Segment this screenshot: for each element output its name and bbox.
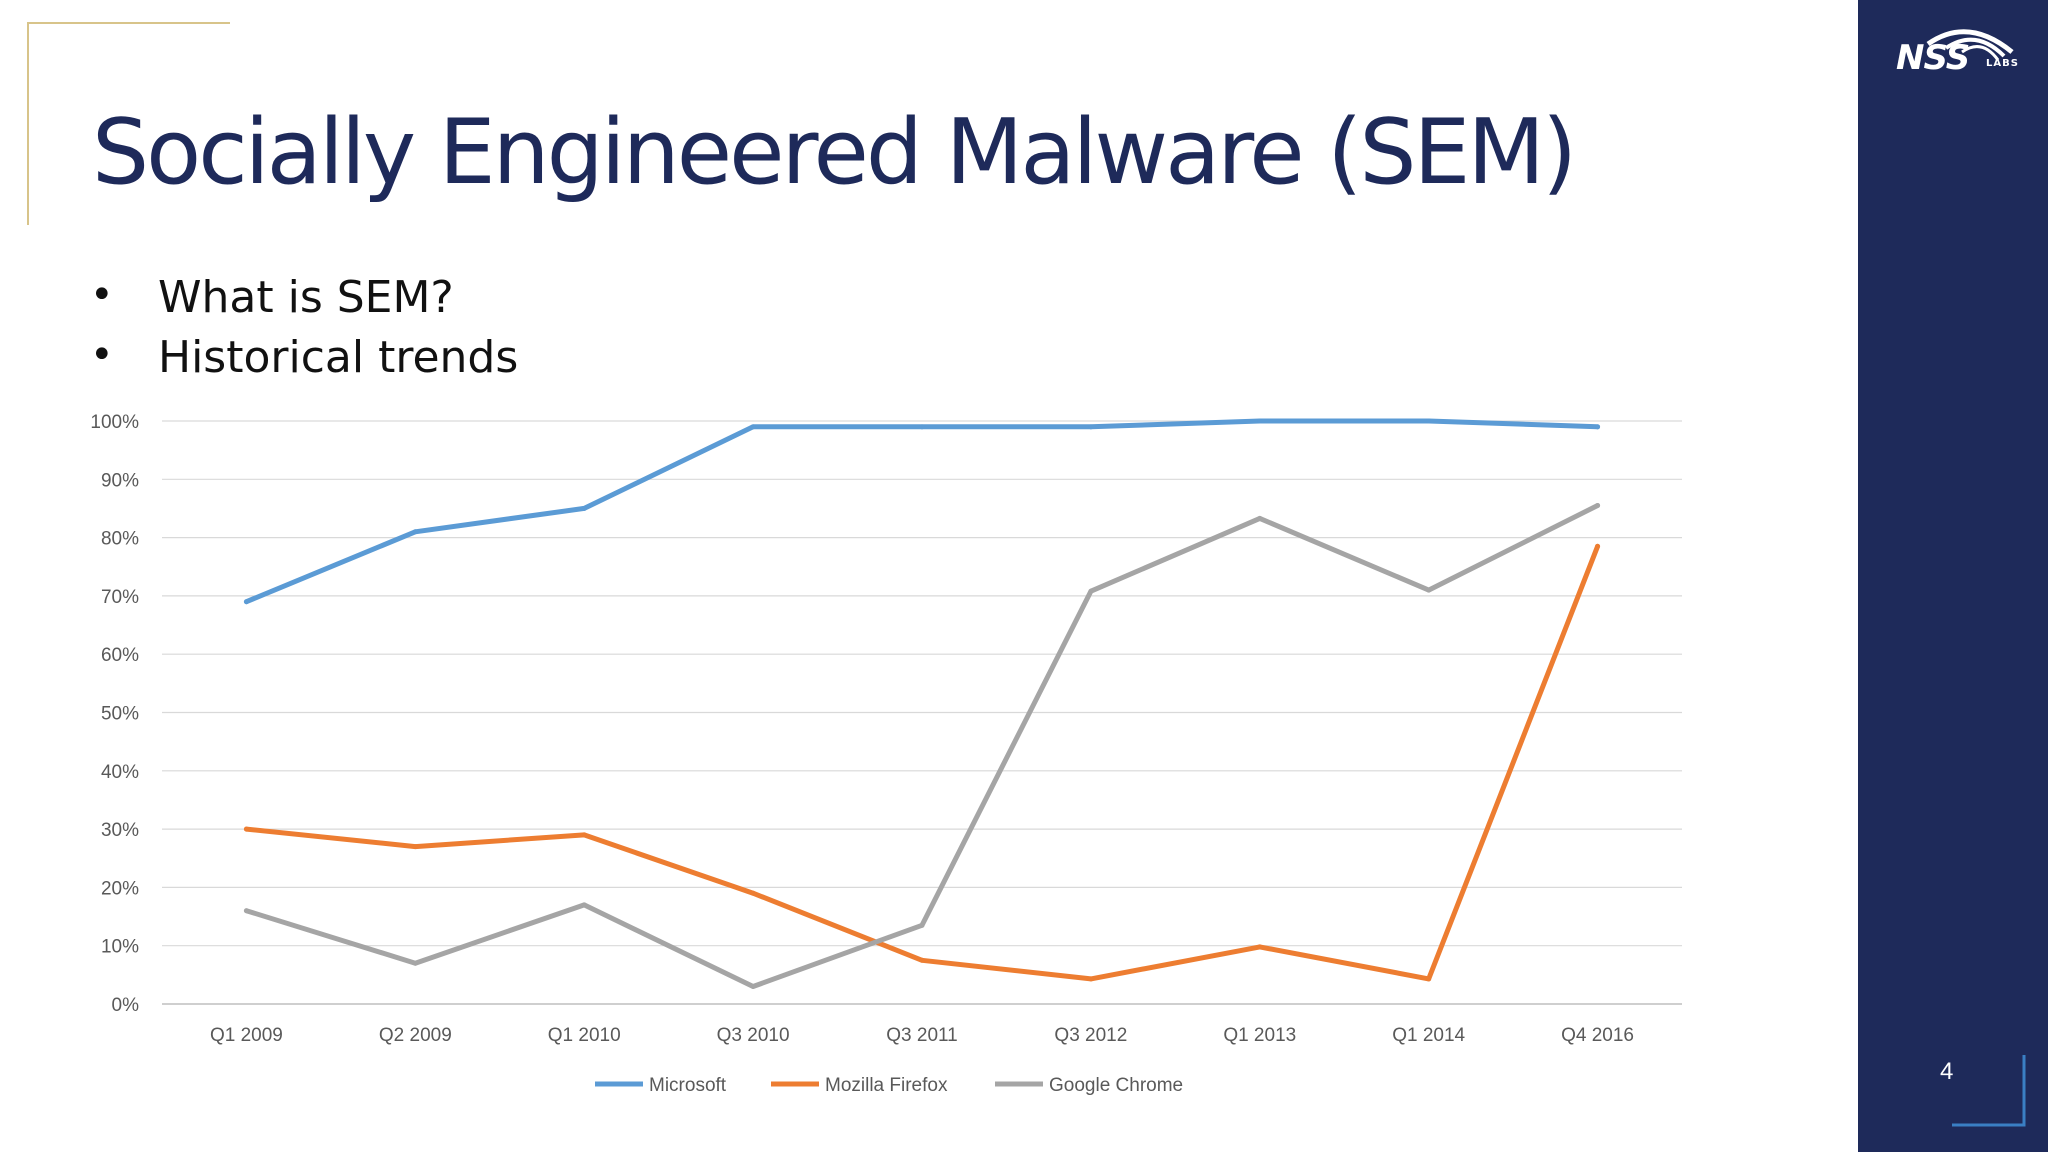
logo-wordmark: NSS: [1896, 38, 1970, 78]
y-tick-label: 0%: [112, 995, 140, 1016]
line-chart: 0% 10% 20% 30% 40% 50% 60% 70% 80% 90% 100% Q1 200…: [90, 412, 1682, 1096]
blue-corner-bracket: [1952, 1055, 2026, 1127]
x-tick-label: Q3 2010: [717, 1025, 790, 1046]
brand-sidebar: NSS LABS: [1858, 0, 2048, 1152]
data-point: [919, 922, 925, 928]
data-point: [1595, 503, 1601, 509]
data-point: [581, 832, 587, 838]
data-point: [243, 826, 249, 832]
bullet-item-historical-trends: Historical trends: [90, 332, 518, 392]
data-point: [1088, 588, 1094, 594]
gridlines: [162, 420, 1682, 1005]
data-point: [243, 599, 249, 605]
series-lines: [243, 418, 1601, 990]
y-tick-label: 60%: [101, 645, 139, 666]
nss-labs-logo-icon: [1926, 29, 2014, 61]
x-tick-label: Q3 2012: [1054, 1025, 1127, 1046]
x-tick-label: Q4 2016: [1561, 1025, 1634, 1046]
legend-label: Google Chrome: [1049, 1075, 1183, 1096]
data-point: [1595, 543, 1601, 549]
data-point: [1088, 424, 1094, 430]
x-tick-label: Q1 2009: [210, 1025, 283, 1046]
y-tick-label: 50%: [101, 704, 139, 725]
y-tick-label: 100%: [90, 412, 139, 433]
x-tick-label: Q1 2013: [1223, 1025, 1296, 1046]
y-tick-label: 70%: [101, 587, 139, 608]
data-point: [750, 890, 756, 896]
gold-corner-bracket: [27, 22, 230, 225]
page-title: Socially Engineered Malware (SEM): [92, 100, 1577, 205]
data-point: [581, 505, 587, 511]
data-point: [412, 529, 418, 535]
x-tick-label: Q2 2009: [379, 1025, 452, 1046]
y-axis-ticks: 0% 10% 20% 30% 40% 50% 60% 70% 80% 90% 100%: [90, 412, 139, 1016]
data-point: [412, 960, 418, 966]
y-tick-label: 80%: [101, 529, 139, 550]
bullet-item-what-is-sem: What is SEM?: [90, 272, 518, 332]
data-point: [243, 908, 249, 914]
legend-label: Mozilla Firefox: [825, 1075, 948, 1096]
data-point: [919, 957, 925, 963]
y-tick-label: 20%: [101, 878, 139, 899]
data-point: [1595, 424, 1601, 430]
legend-label: Microsoft: [649, 1075, 727, 1096]
data-point: [1426, 418, 1432, 424]
series-line-1: [243, 543, 1601, 982]
series-line-2: [243, 503, 1601, 989]
legend: Microsoft Mozilla Firefox Google Chrome: [595, 1075, 1183, 1096]
x-tick-label: Q1 2014: [1392, 1025, 1465, 1046]
y-tick-label: 40%: [101, 762, 139, 783]
y-tick-label: 30%: [101, 820, 139, 841]
data-point: [1426, 587, 1432, 593]
data-point: [750, 984, 756, 990]
x-axis-ticks: Q1 2009 Q2 2009 Q1 2010 Q3 2010 Q3 2011 Q3 20…: [210, 1025, 1634, 1046]
data-point: [750, 424, 756, 430]
page-number: 4: [1940, 1058, 1954, 1085]
data-point: [581, 902, 587, 908]
data-point: [919, 424, 925, 430]
y-tick-label: 90%: [101, 470, 139, 491]
logo-sub-wordmark: LABS: [1986, 58, 2019, 69]
bullet-list: What is SEM? Historical trends: [90, 272, 518, 392]
data-point: [1257, 944, 1263, 950]
data-point: [412, 844, 418, 850]
data-point: [1257, 515, 1263, 521]
data-point: [1257, 418, 1263, 424]
data-point: [1426, 976, 1432, 982]
y-tick-label: 10%: [101, 937, 139, 958]
x-tick-label: Q1 2010: [548, 1025, 621, 1046]
data-point: [1088, 976, 1094, 982]
x-tick-label: Q3 2011: [886, 1025, 957, 1046]
